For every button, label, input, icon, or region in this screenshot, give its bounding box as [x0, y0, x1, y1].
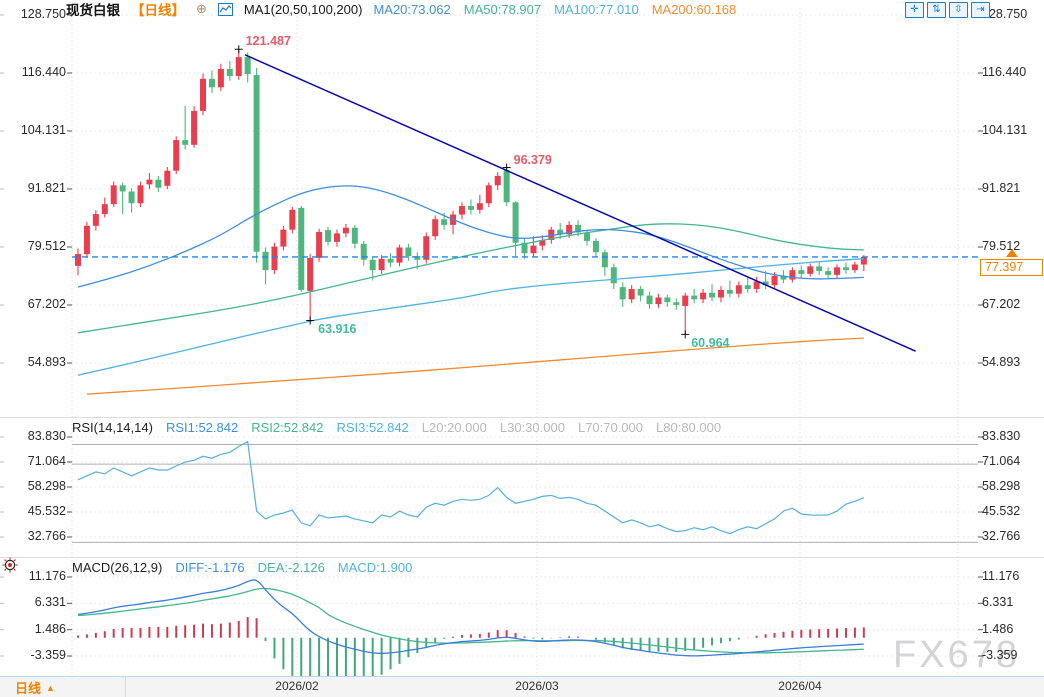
y-axis-label: 1.486 — [34, 621, 66, 636]
chart-toolbar: ✛ ⇅ ⇳ ⇥ — [905, 2, 990, 18]
y-axis-label: 71.064 — [982, 454, 1021, 468]
symbol-name: 现货白银 — [66, 3, 120, 18]
ma-line-MA20 — [77, 185, 864, 288]
y-axis-label: 104.131 — [982, 123, 1028, 137]
main-header: 现货白银 【日线】 ⊕ MA1(20,50,100,200) MA20:73.0… — [66, 1, 736, 18]
y-axis-label: 58.298 — [27, 479, 66, 493]
y-axis-label: 11.176 — [28, 569, 66, 583]
period-label: 日线 — [15, 681, 42, 696]
y-axis-label: 67.202 — [27, 297, 66, 311]
indicator-value-label: RSI2:52.842 — [251, 420, 324, 435]
y-axis-label: 91.821 — [27, 181, 66, 195]
rsi-header: RSI(14,14,14) RSI1:52.842 RSI2:52.842 RSI3:… — [72, 420, 721, 435]
y-axis-label: 83.830 — [982, 429, 1021, 443]
y-axis-label: -3.359 — [982, 648, 1018, 662]
y-axis-label: 45.532 — [982, 504, 1021, 518]
anchor-cross-icon — [306, 316, 315, 325]
axis-zoom-in-icon[interactable]: ⇅ — [927, 2, 946, 18]
anchor-cross-icon — [234, 45, 243, 54]
watermark: FX678 — [893, 634, 1020, 676]
y-axis-label: 6.331 — [34, 595, 66, 610]
y-axis-label: 32.766 — [27, 529, 66, 543]
y-axis-label: 6.331 — [982, 595, 1014, 610]
ma-value-label: MA50:78.907 — [463, 1, 542, 17]
indicator-value-label: L70:70.000 — [577, 420, 644, 435]
add-indicator-icon[interactable]: ⊕ — [196, 1, 207, 16]
bottom-bar: 日线 ▲ — [0, 676, 1044, 697]
ma-value-label: MA20:73.062 — [373, 1, 451, 17]
y-axis-label: 104.131 — [20, 123, 66, 137]
y-axis-label: 116.440 — [982, 65, 1027, 79]
sun-icon[interactable] — [2, 557, 18, 578]
y-axis-label: 83.830 — [27, 429, 66, 443]
ma-values: MA20:73.062 MA50:78.907 MA100:77.010 MA200:… — [373, 2, 736, 17]
ma-value-label: MA200:60.168 — [651, 1, 737, 17]
price-annotation: 60.964 — [691, 336, 730, 351]
y-axis-label: 116.440 — [21, 65, 66, 79]
price-annotation: 63.916 — [318, 322, 357, 337]
price-annotation: 121.487 — [245, 34, 291, 49]
ma-line-MA50 — [77, 223, 864, 334]
chart-type-icon[interactable] — [217, 2, 233, 16]
indicator-value-label: DIFF:-1.176 — [175, 560, 245, 575]
anchor-cross-icon — [502, 163, 511, 172]
y-axis-label: 71.064 — [27, 454, 66, 468]
y-axis-label: -3.359 — [30, 648, 66, 662]
macd-panel — [77, 579, 865, 676]
diff-line — [77, 579, 864, 657]
y-axis-label: 32.766 — [982, 529, 1021, 543]
y-axis-label: 11.176 — [982, 569, 1020, 583]
period-arrow-icon: ▲ — [46, 682, 55, 693]
y-axis-label: 54.893 — [27, 355, 66, 369]
ma-line-MA200 — [86, 337, 864, 395]
x-axis-label: 2026/02 — [275, 679, 319, 693]
rsi-line — [77, 440, 865, 535]
indicator-value-label: L30:30.000 — [499, 420, 565, 435]
y-axis-label: 128.750 — [20, 7, 66, 21]
period-selector[interactable]: 日线 ▲ — [0, 677, 126, 697]
y-axis-label: 58.298 — [982, 479, 1021, 493]
y-axis-label: 45.532 — [27, 504, 66, 518]
y-axis-label: 1.486 — [982, 621, 1014, 636]
ma-value-label: MA100:77.010 — [554, 1, 639, 17]
price-annotation: 96.379 — [513, 152, 552, 167]
trendline — [244, 54, 916, 352]
indicator-value-label: RSI1:52.842 — [165, 420, 239, 435]
indicator-value-label: RSI(14,14,14) — [72, 420, 153, 435]
rsi-panel — [72, 440, 978, 543]
anchor-cross-icon — [681, 330, 690, 339]
indicator-value-label: MACD(26,12,9) — [72, 560, 163, 575]
pan-right-icon[interactable]: ⇥ — [971, 2, 990, 18]
indicator-value-label: L80:80.000 — [656, 420, 722, 435]
indicator-value-label: DEA:-2.126 — [257, 560, 325, 575]
ma-group-label: MA1(20,50,100,200) — [243, 1, 363, 17]
indicator-value-label: L20:20.000 — [421, 420, 487, 435]
main-panel — [72, 45, 978, 395]
y-axis-label: 128.750 — [982, 7, 1028, 21]
dea-line — [77, 587, 864, 654]
y-axis-label: 67.202 — [982, 297, 1021, 311]
crosshair-move-icon[interactable]: ✛ — [905, 2, 924, 18]
y-axis-label: 79.512 — [27, 239, 66, 253]
axis-zoom-out-icon[interactable]: ⇳ — [949, 2, 968, 18]
macd-header: MACD(26,12,9) DIFF:-1.176 DEA:-2.126 MACD:1… — [72, 560, 412, 575]
period-tag[interactable]: 【日线】 — [131, 3, 185, 18]
y-axis-label: 91.821 — [982, 181, 1021, 195]
price-up-arrow-icon — [1006, 248, 1018, 257]
x-axis-label: 2026/03 — [515, 679, 559, 693]
x-axis-label: 2026/04 — [778, 679, 822, 693]
ma-line-MA100 — [77, 258, 864, 376]
indicator-value-label: RSI3:52.842 — [336, 420, 409, 435]
indicator-value-label: MACD:1.900 — [337, 560, 413, 575]
last-price-tag: 77.397 — [980, 258, 1043, 276]
y-axis-label: 54.893 — [982, 355, 1021, 369]
